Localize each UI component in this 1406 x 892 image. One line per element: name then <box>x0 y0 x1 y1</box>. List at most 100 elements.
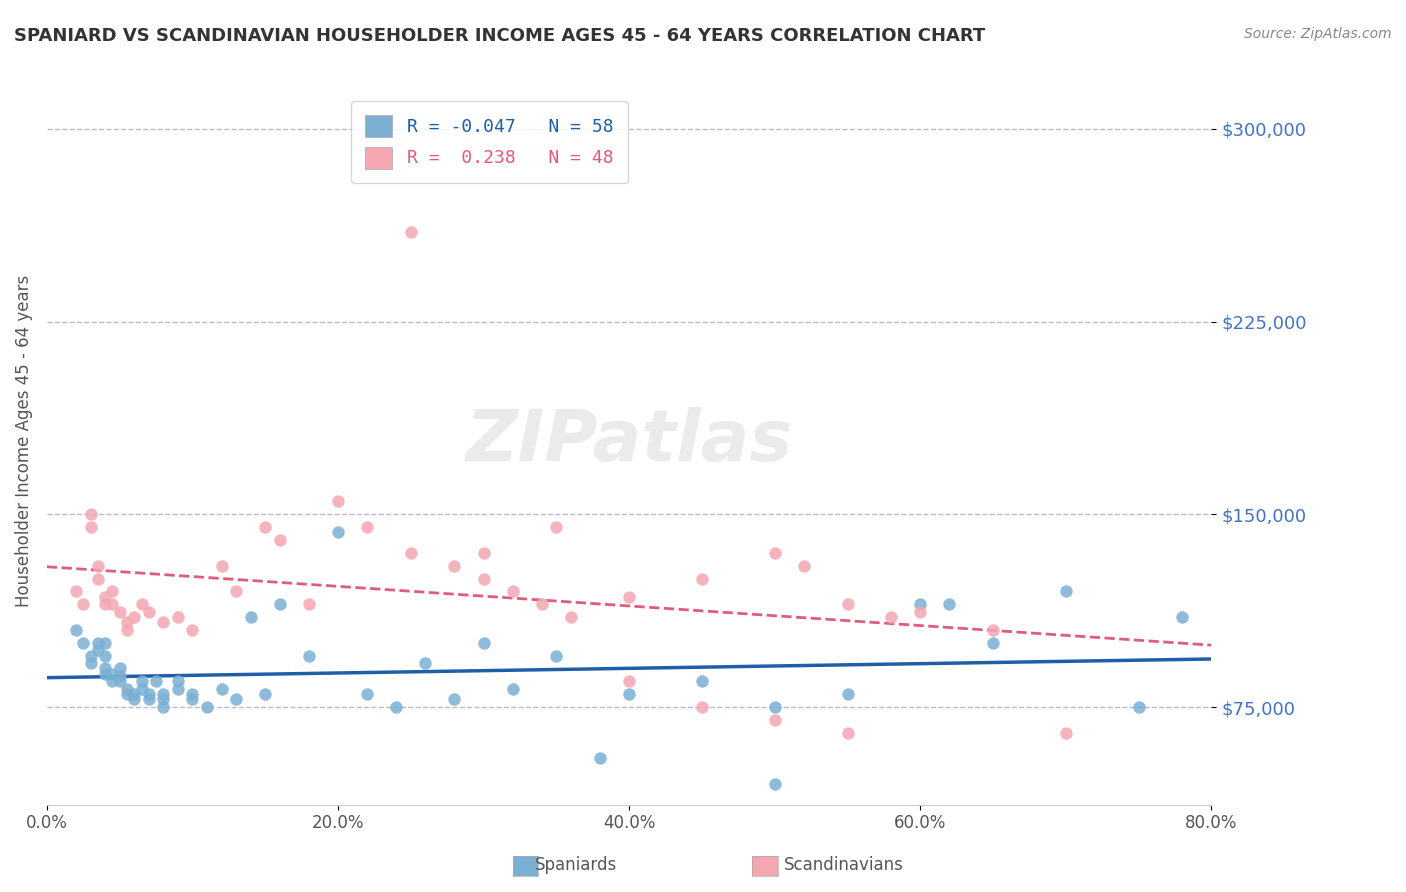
Point <box>138 605 160 619</box>
Point <box>298 648 321 663</box>
Point <box>910 597 932 611</box>
Point <box>87 572 110 586</box>
Point <box>472 546 495 560</box>
Point <box>399 225 422 239</box>
Point <box>472 636 495 650</box>
Point <box>239 610 262 624</box>
Point <box>910 605 932 619</box>
Point <box>837 687 859 701</box>
Point <box>181 692 204 706</box>
Point <box>79 648 101 663</box>
Y-axis label: Householder Income Ages 45 - 64 years: Householder Income Ages 45 - 64 years <box>15 275 32 607</box>
Text: Scandinavians: Scandinavians <box>783 856 904 874</box>
Point <box>326 525 349 540</box>
Point <box>72 597 94 611</box>
Point <box>560 610 582 624</box>
Point <box>94 590 117 604</box>
Point <box>763 700 786 714</box>
Point <box>356 520 378 534</box>
Point <box>837 725 859 739</box>
Point <box>94 666 117 681</box>
Point <box>298 597 321 611</box>
Point <box>385 700 408 714</box>
Point <box>138 692 160 706</box>
Point <box>211 681 233 696</box>
Point <box>981 636 1004 650</box>
Point <box>108 605 131 619</box>
Point <box>101 584 124 599</box>
Point <box>115 687 138 701</box>
Point <box>763 777 786 791</box>
Point <box>115 615 138 630</box>
Point <box>981 623 1004 637</box>
Point <box>837 597 859 611</box>
Point <box>195 700 218 714</box>
Point <box>617 674 640 689</box>
Point <box>79 520 101 534</box>
Text: ZIPatlas: ZIPatlas <box>465 407 793 475</box>
Point <box>690 700 713 714</box>
Point <box>79 657 101 671</box>
Point <box>122 610 145 624</box>
Point <box>1054 584 1077 599</box>
Point <box>443 692 465 706</box>
Point <box>65 623 87 637</box>
Point <box>138 687 160 701</box>
Point <box>690 572 713 586</box>
Point <box>399 546 422 560</box>
Point <box>211 558 233 573</box>
Point <box>152 692 174 706</box>
Point <box>65 584 87 599</box>
Point <box>108 669 131 683</box>
Point <box>690 674 713 689</box>
Point <box>94 661 117 675</box>
Point <box>502 584 524 599</box>
Point <box>225 692 247 706</box>
Point <box>115 623 138 637</box>
Point <box>443 558 465 573</box>
Point <box>79 508 101 522</box>
Point <box>1171 610 1194 624</box>
Point <box>181 623 204 637</box>
Point <box>472 572 495 586</box>
Point <box>880 610 903 624</box>
Point <box>152 687 174 701</box>
Point <box>254 520 277 534</box>
Point <box>108 661 131 675</box>
Point <box>415 657 437 671</box>
Point <box>269 533 291 547</box>
Point <box>1054 725 1077 739</box>
Text: Source: ZipAtlas.com: Source: ZipAtlas.com <box>1244 27 1392 41</box>
Legend: R = -0.047   N = 58, R =  0.238   N = 48: R = -0.047 N = 58, R = 0.238 N = 48 <box>352 101 628 183</box>
Point <box>122 692 145 706</box>
Point <box>181 687 204 701</box>
Point <box>122 687 145 701</box>
Point <box>938 597 960 611</box>
Point <box>101 597 124 611</box>
Point <box>793 558 815 573</box>
Point <box>87 636 110 650</box>
Point <box>1128 700 1150 714</box>
Point <box>94 636 117 650</box>
Point <box>87 558 110 573</box>
Point <box>546 520 568 534</box>
Point <box>131 674 153 689</box>
Point <box>763 713 786 727</box>
Point <box>152 700 174 714</box>
Point <box>131 597 153 611</box>
Point <box>108 674 131 689</box>
Text: SPANIARD VS SCANDINAVIAN HOUSEHOLDER INCOME AGES 45 - 64 YEARS CORRELATION CHART: SPANIARD VS SCANDINAVIAN HOUSEHOLDER INC… <box>14 27 986 45</box>
Point <box>101 674 124 689</box>
Point <box>269 597 291 611</box>
Point <box>72 636 94 650</box>
Point <box>589 751 612 765</box>
Point <box>145 674 167 689</box>
Point <box>617 687 640 701</box>
Point <box>225 584 247 599</box>
Point <box>131 681 153 696</box>
Point <box>152 615 174 630</box>
Point <box>167 610 190 624</box>
Point <box>763 546 786 560</box>
Point <box>546 648 568 663</box>
Point <box>502 681 524 696</box>
